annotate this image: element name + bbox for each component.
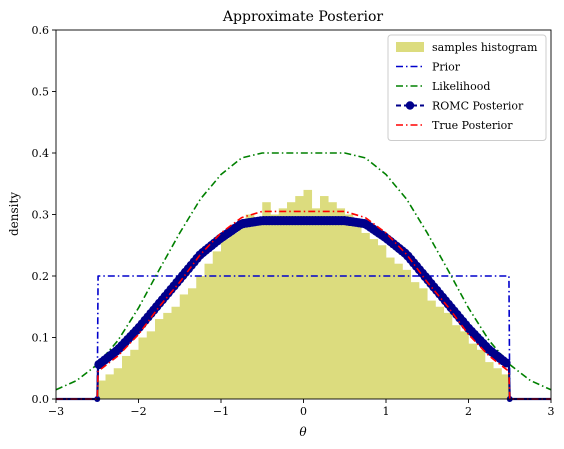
histogram-bar bbox=[155, 319, 164, 399]
histogram-bar bbox=[410, 282, 420, 399]
legend-box bbox=[387, 34, 547, 141]
histogram-bar bbox=[485, 362, 494, 399]
y-tick-label: 0.1 bbox=[32, 332, 50, 345]
histogram-bar bbox=[105, 374, 115, 399]
histogram-bar bbox=[361, 232, 370, 399]
y-tick-label: 0.5 bbox=[32, 86, 50, 99]
histogram-bar bbox=[287, 202, 296, 399]
histogram-bar bbox=[138, 337, 148, 399]
histogram-bars bbox=[97, 189, 511, 399]
histogram-bar bbox=[493, 368, 502, 399]
histogram-bar bbox=[386, 257, 395, 399]
x-tick-label: 3 bbox=[548, 405, 555, 418]
histogram-bar bbox=[476, 349, 486, 399]
histogram-bar bbox=[336, 208, 346, 399]
histogram-bar bbox=[468, 343, 478, 399]
histogram-bar bbox=[419, 288, 428, 399]
histogram-bar bbox=[130, 349, 139, 399]
legend-label-romc-posterior: ROMC Posterior bbox=[432, 100, 524, 113]
x-tick-label: 1 bbox=[383, 405, 390, 418]
legend: samples histogram Prior Likelihood ROMC Pos… bbox=[387, 34, 547, 141]
histogram-bar bbox=[303, 189, 313, 399]
legend-label-samples-histogram: samples histogram bbox=[432, 41, 538, 54]
legend-marker-romc-posterior bbox=[405, 101, 415, 110]
histogram-bar bbox=[320, 196, 329, 399]
histogram-bar bbox=[262, 202, 271, 399]
histogram-bar bbox=[179, 294, 189, 399]
histogram-bar bbox=[171, 306, 181, 399]
y-tick-label: 0.4 bbox=[32, 147, 50, 160]
histogram-bar bbox=[501, 374, 511, 399]
histogram-bar bbox=[237, 226, 247, 399]
histogram-bar bbox=[245, 214, 255, 399]
histogram-bar bbox=[443, 312, 453, 399]
histogram-bar bbox=[311, 208, 321, 399]
histogram-bar bbox=[295, 196, 304, 399]
histogram-bar bbox=[254, 220, 263, 399]
y-tick-label: 0.0 bbox=[32, 393, 50, 406]
histogram-bar bbox=[204, 263, 214, 399]
histogram-bar bbox=[212, 251, 222, 399]
histogram-bar bbox=[328, 202, 337, 399]
histogram-bar bbox=[188, 288, 197, 399]
legend-label-likelihood: Likelihood bbox=[432, 80, 490, 93]
histogram-bar bbox=[97, 380, 106, 399]
y-axis-label: density bbox=[7, 192, 21, 236]
histogram-bar bbox=[402, 269, 412, 399]
histogram-bar bbox=[270, 214, 280, 399]
histogram-bar bbox=[377, 245, 387, 399]
histogram-bar bbox=[146, 331, 156, 399]
x-tick-label: 2 bbox=[465, 405, 472, 418]
histogram-bar bbox=[344, 214, 354, 399]
x-axis-ticks: −3 −2 −1 0 1 2 3 bbox=[48, 399, 555, 418]
y-axis-ticks: 0.0 0.1 0.2 0.3 0.4 0.5 0.6 bbox=[32, 24, 56, 406]
legend-swatch-samples-histogram bbox=[396, 42, 424, 52]
histogram-bar bbox=[113, 368, 123, 399]
y-tick-label: 0.6 bbox=[32, 24, 50, 37]
histogram-bar bbox=[435, 306, 445, 399]
legend-label-true-posterior: True Posterior bbox=[432, 119, 513, 132]
histogram-bar bbox=[460, 331, 469, 399]
chart-title: Approximate Posterior bbox=[222, 9, 383, 25]
x-tick-label: −2 bbox=[130, 405, 146, 418]
histogram-bar bbox=[163, 312, 172, 399]
histogram-bar bbox=[394, 263, 403, 399]
histogram-bar bbox=[427, 300, 436, 399]
likelihood-line bbox=[55, 152, 552, 391]
histogram-bar bbox=[221, 239, 230, 399]
histogram-bar bbox=[452, 325, 461, 399]
x-tick-label: −1 bbox=[213, 405, 229, 418]
histogram-bar bbox=[122, 355, 131, 399]
romc-posterior-marker bbox=[501, 358, 511, 368]
y-tick-label: 0.3 bbox=[32, 209, 50, 222]
x-tick-label: −3 bbox=[48, 405, 64, 418]
histogram-bar bbox=[229, 232, 238, 399]
histogram-bar bbox=[278, 208, 288, 399]
y-tick-label: 0.2 bbox=[32, 270, 50, 283]
series-lines bbox=[55, 152, 552, 402]
legend-label-prior: Prior bbox=[432, 61, 461, 74]
x-axis-label: θ bbox=[299, 425, 307, 439]
histogram-bar bbox=[353, 220, 362, 399]
x-tick-label: 0 bbox=[300, 405, 307, 418]
histogram-bar bbox=[369, 239, 379, 399]
histogram-bar bbox=[196, 276, 205, 399]
